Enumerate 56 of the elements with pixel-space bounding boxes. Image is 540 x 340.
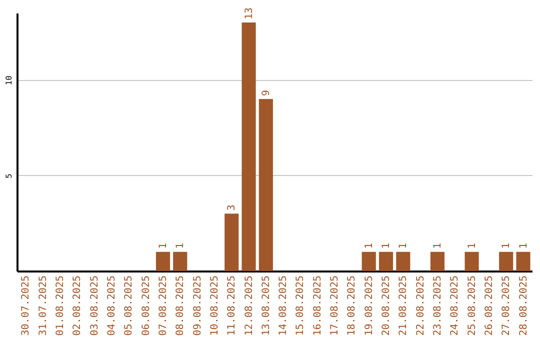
x-tick-label: 21.08.2025: [398, 276, 410, 336]
x-tick-label: 25.08.2025: [466, 276, 478, 336]
x-tick-label: 14.08.2025: [278, 276, 290, 336]
data-label: 1: [175, 242, 186, 249]
data-label: 9: [260, 90, 272, 96]
bar: [396, 252, 410, 271]
x-tick-label: 31.07.2025: [38, 276, 49, 336]
x-tick-label: 03.08.2025: [89, 276, 100, 336]
x-tick-label: 02.08.2025: [72, 276, 84, 336]
x-tick-label: 27.08.2025: [501, 276, 512, 336]
bar: [499, 252, 514, 271]
bar: [156, 252, 170, 271]
x-tick-label: 11.08.2025: [226, 276, 238, 336]
x-tick-label: 12.08.2025: [244, 276, 255, 336]
x-tick-label: 06.08.2025: [140, 276, 152, 336]
x-tick-label: 01.08.2025: [55, 276, 66, 336]
data-label: 1: [364, 242, 375, 249]
bar: [430, 252, 445, 271]
x-tick-label: 30.07.2025: [20, 276, 32, 336]
bar: [362, 252, 376, 271]
data-label: 3: [226, 204, 238, 211]
data-label: 13: [244, 8, 255, 20]
x-tick-label: 22.08.2025: [415, 276, 426, 336]
x-tick-label: 24.08.2025: [450, 276, 461, 336]
data-label: 1: [398, 242, 410, 249]
x-tick-label: 09.08.2025: [192, 276, 204, 336]
x-tick-label: 15.08.2025: [295, 276, 306, 336]
bar: [464, 252, 479, 271]
x-tick-label: 07.08.2025: [158, 276, 169, 336]
data-label: 1: [158, 242, 169, 249]
bar: [224, 214, 239, 271]
y-tick-label: 10: [4, 75, 14, 86]
data-label: 1: [518, 242, 530, 249]
x-tick-label: 18.08.2025: [346, 276, 358, 336]
x-tick-label: 16.08.2025: [312, 276, 324, 336]
x-tick-label: 26.08.2025: [484, 276, 495, 336]
x-tick-label: 10.08.2025: [209, 276, 220, 336]
x-tick-label: 19.08.2025: [364, 276, 375, 336]
x-tick-label: 28.08.2025: [518, 276, 530, 336]
bar: [516, 252, 530, 271]
x-tick-label: 20.08.2025: [381, 276, 392, 336]
data-label: 1: [466, 242, 478, 249]
bar: [242, 22, 256, 271]
bar: [173, 252, 188, 271]
x-tick-label: 05.08.2025: [124, 276, 135, 336]
x-tick-label: 23.08.2025: [432, 276, 444, 336]
bar: [378, 252, 394, 271]
data-label: 1: [501, 242, 512, 249]
bar: [258, 99, 273, 271]
x-tick-label: 04.08.2025: [106, 276, 118, 336]
x-tick-label: 08.08.2025: [175, 276, 186, 336]
data-label: 1: [432, 242, 444, 249]
data-label: 1: [381, 242, 392, 249]
x-tick-label: 13.08.2025: [260, 276, 272, 336]
x-tick-label: 17.08.2025: [330, 276, 341, 336]
y-tick-label: 5: [4, 173, 14, 178]
